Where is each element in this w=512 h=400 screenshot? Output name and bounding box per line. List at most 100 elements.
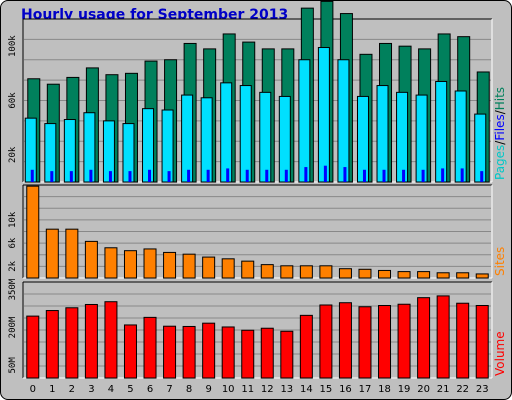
bar-pages (200, 97, 213, 183)
bar-sites (280, 265, 294, 279)
x-tick-label: 10 (222, 384, 235, 395)
x-tick-label: 3 (88, 384, 94, 395)
x-tick-label: 14 (300, 384, 313, 395)
x-tick-label: 4 (108, 384, 114, 395)
bar-sites (202, 256, 216, 279)
x-tick-label: 18 (378, 384, 391, 395)
x-tick-label: 19 (398, 384, 411, 395)
bar-files (284, 169, 288, 182)
bar-volume (299, 314, 313, 379)
bar-volume (123, 324, 137, 379)
bar-pages (376, 85, 389, 183)
bar-files (460, 168, 464, 182)
bar-sites (456, 272, 470, 279)
bar-pages (298, 59, 311, 183)
bar-files (245, 169, 249, 182)
bar-sites (221, 258, 235, 279)
legend-entry: / (493, 109, 507, 114)
bar-pages (454, 90, 467, 183)
bar-volume (202, 322, 216, 379)
y-tick-label: 6k (8, 237, 18, 248)
bar-pages (356, 95, 369, 183)
bar-pages (317, 47, 330, 183)
bar-sites (241, 260, 255, 279)
bar-files (167, 171, 171, 182)
bar-volume (260, 327, 274, 379)
x-tick-label: 6 (147, 384, 153, 395)
x-tick-label: 17 (359, 384, 372, 395)
bar-volume (143, 316, 157, 379)
bar-volume (45, 310, 59, 379)
bar-files (30, 169, 34, 182)
bar-sites (338, 268, 352, 279)
x-tick-label: 0 (30, 384, 36, 395)
bar-files (108, 171, 112, 182)
legend-sites: Sites (493, 247, 507, 276)
y-tick-label: 50M (8, 357, 18, 374)
bar-volume (280, 330, 294, 379)
bar-sites (319, 265, 333, 279)
bar-volume (378, 304, 392, 379)
y-tick-label: 100k (8, 35, 18, 57)
bar-files (304, 167, 308, 182)
bar-pages (396, 91, 409, 183)
bar-pages (435, 80, 448, 183)
legend-entry: / (493, 140, 507, 145)
bar-sites (26, 185, 40, 279)
x-tick-label: 21 (437, 384, 450, 395)
x-tick-label: 7 (166, 384, 172, 395)
y-tick-label: 10k (8, 211, 18, 228)
x-tick-label: 12 (261, 384, 274, 395)
bar-files (50, 171, 54, 182)
legend-entry: Pages (493, 145, 507, 180)
y-tick-label: 200M (8, 316, 18, 338)
x-tick-label: 15 (320, 384, 333, 395)
bar-files (206, 169, 210, 182)
bar-files (148, 169, 152, 182)
x-tick-label: 13 (280, 384, 293, 395)
legend-hits: Pages/Files/Hits (493, 87, 507, 180)
bar-files (402, 169, 406, 182)
x-tick-label: 20 (417, 384, 430, 395)
bar-volume (456, 302, 470, 379)
x-tick-label: 5 (127, 384, 133, 395)
legend-volume: Volume (493, 331, 507, 376)
x-tick-label: 8 (186, 384, 192, 395)
bar-sites (436, 272, 450, 279)
bar-files (362, 169, 366, 182)
bar-sites (182, 253, 196, 279)
bar-pages (122, 123, 135, 183)
bar-files (323, 165, 327, 182)
bar-files (89, 169, 93, 182)
bar-volume (475, 304, 489, 379)
y-tick-label: 60k (8, 92, 18, 109)
panel-sites: 2k 6k 10k Sites (8, 184, 507, 279)
bar-sites (397, 271, 411, 279)
bar-files (343, 167, 347, 182)
bar-pages (415, 94, 428, 183)
x-tick-label: 23 (476, 384, 489, 395)
bar-files (480, 171, 484, 182)
bar-volume (65, 307, 79, 379)
bar-sites (123, 250, 137, 279)
bar-volume (163, 325, 177, 379)
bar-sites (260, 264, 274, 279)
bar-sites (163, 251, 177, 279)
legend-entry: Volume (493, 331, 507, 376)
bar-pages (181, 94, 194, 183)
bar-sites (143, 248, 157, 279)
bar-sites (378, 269, 392, 279)
bar-volume (358, 306, 372, 379)
bar-volume (397, 303, 411, 379)
bar-volume (338, 302, 352, 379)
bar-volume (104, 301, 118, 379)
y-tick-label: 350M (8, 278, 18, 300)
panel-volume: 50M 200M 350M Volume (8, 278, 507, 379)
bar-files (382, 169, 386, 182)
legend-entry: Files (493, 114, 507, 140)
x-tick-label: 11 (241, 384, 254, 395)
bar-files (265, 169, 269, 182)
